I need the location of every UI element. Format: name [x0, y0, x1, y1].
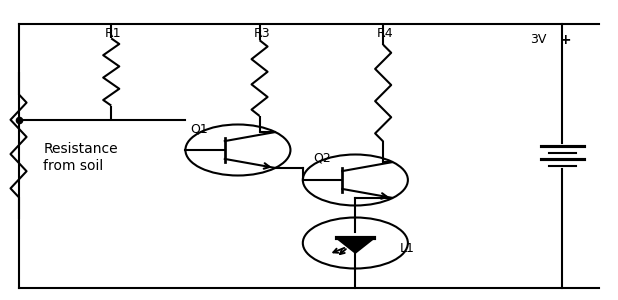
Polygon shape: [337, 238, 374, 253]
Text: R3: R3: [253, 27, 270, 40]
Text: Q2: Q2: [313, 152, 331, 165]
Text: Q1: Q1: [190, 123, 208, 136]
Text: L1: L1: [400, 242, 415, 255]
Text: +: +: [559, 33, 571, 47]
Text: 3V: 3V: [531, 33, 547, 46]
Text: R4: R4: [377, 27, 394, 40]
Text: Resistance
from soil: Resistance from soil: [43, 142, 118, 172]
Text: R1: R1: [105, 27, 122, 40]
